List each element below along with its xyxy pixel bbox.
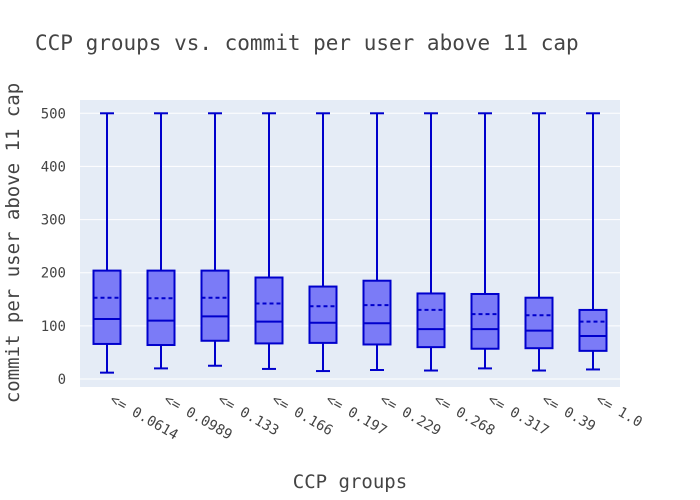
iqr-box bbox=[470, 292, 500, 350]
iqr-box bbox=[308, 285, 338, 344]
box-6 bbox=[362, 112, 392, 371]
x-tick-label: <= 0.197 bbox=[323, 392, 389, 440]
x-tick-label: <= 0.268 bbox=[431, 392, 497, 440]
iqr-box bbox=[254, 276, 284, 345]
x-axis-title: CCP groups bbox=[293, 471, 407, 493]
y-axis-title: commit per user above 11 cap bbox=[2, 83, 24, 403]
box-10 bbox=[578, 112, 608, 371]
iqr-box bbox=[200, 269, 230, 342]
iqr-box bbox=[92, 269, 122, 345]
x-tick-label: <= 0.229 bbox=[377, 392, 443, 440]
iqr-box bbox=[578, 308, 608, 352]
box-8 bbox=[470, 112, 500, 370]
y-tick-label: 400 bbox=[41, 159, 66, 175]
boxes bbox=[92, 112, 608, 374]
y-tick-label: 200 bbox=[41, 266, 66, 282]
x-tick-label: <= 0.317 bbox=[485, 392, 551, 440]
x-axis-ticks: <= 0.0614<= 0.0989<= 0.133<= 0.166<= 0.1… bbox=[107, 392, 645, 444]
box-1 bbox=[92, 112, 122, 374]
iqr-box bbox=[146, 269, 176, 347]
chart-title: CCP groups vs. commit per user above 11 … bbox=[35, 31, 579, 55]
box-5 bbox=[308, 112, 338, 373]
y-tick-label: 500 bbox=[41, 106, 66, 122]
y-tick-label: 100 bbox=[41, 319, 66, 335]
box-3 bbox=[200, 112, 230, 367]
iqr-box bbox=[362, 279, 392, 346]
y-tick-label: 300 bbox=[41, 213, 66, 229]
box-9 bbox=[524, 112, 554, 372]
box-7 bbox=[416, 112, 446, 372]
x-tick-label: <= 1.0 bbox=[593, 392, 645, 431]
y-tick-label: 0 bbox=[58, 372, 66, 388]
iqr-box bbox=[524, 296, 554, 350]
box-2 bbox=[146, 112, 176, 370]
y-axis-ticks: 0 100 200 300 400 500 bbox=[41, 106, 66, 388]
box-4 bbox=[254, 112, 284, 370]
iqr-box bbox=[416, 292, 446, 349]
x-tick-label: <= 0.166 bbox=[269, 392, 335, 440]
